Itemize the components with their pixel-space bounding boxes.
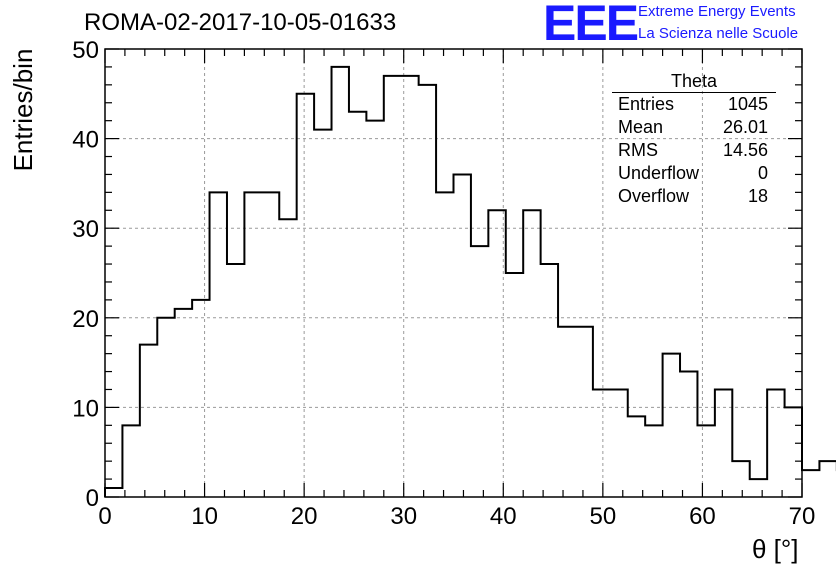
chart-title: ROMA-02-2017-10-05-01633 xyxy=(84,9,397,36)
histogram-outline xyxy=(104,65,836,497)
x-tick-label: 70 xyxy=(789,503,816,530)
x-tick-label: 50 xyxy=(590,503,617,530)
histogram-bin xyxy=(349,112,366,497)
histogram-bin xyxy=(419,85,436,497)
histogram-bin xyxy=(523,210,540,497)
histogram-bin xyxy=(541,264,558,497)
stats-row-entries: Entries 1045 xyxy=(612,93,776,116)
histogram-bin xyxy=(157,318,174,497)
logo-line-2: La Scienza nelle Scuole xyxy=(638,25,799,42)
histogram-bin xyxy=(471,246,488,497)
stats-row-mean: Mean 26.01 xyxy=(612,116,776,139)
stats-value: 0 xyxy=(757,163,768,183)
plot-border xyxy=(104,48,803,498)
tick-labels: 0 10 20 30 40 50 60 70 0 10 20 30 40 50 xyxy=(72,37,815,530)
y-tick-label: 50 xyxy=(72,37,99,64)
plot-frame xyxy=(104,48,803,498)
histogram-bin xyxy=(610,389,627,497)
histogram-bin xyxy=(767,389,784,497)
stats-row-rms: RMS 14.56 xyxy=(612,139,776,162)
y-tick-label: 40 xyxy=(72,127,99,154)
stats-label: RMS xyxy=(618,140,658,160)
histogram-bin xyxy=(506,273,523,497)
stats-row-overflow: Overflow 18 xyxy=(612,185,776,208)
histogram-bin xyxy=(262,192,279,497)
histogram-bin xyxy=(279,219,296,497)
histogram-bin xyxy=(384,76,401,497)
grid-lines xyxy=(105,49,802,497)
stats-box: Theta Entries 1045 Mean 26.01 RMS 14.56 … xyxy=(612,71,776,208)
stats-label: Mean xyxy=(618,117,664,137)
histogram-bin xyxy=(401,76,418,497)
x-tick-label: 60 xyxy=(689,503,716,530)
histogram-bin xyxy=(645,425,662,497)
histogram-bin xyxy=(192,300,209,497)
histogram-bin xyxy=(715,389,732,497)
histogram-bin xyxy=(750,479,767,497)
histogram-bin xyxy=(488,210,505,497)
x-tick-label: 40 xyxy=(490,503,517,530)
stats-row-underflow: Underflow 0 xyxy=(612,162,776,185)
x-tick-label: 10 xyxy=(191,503,218,530)
stats-label: Underflow xyxy=(618,163,700,183)
y-tick-label: 10 xyxy=(72,395,99,422)
logo-line-1: Extreme Energy Events xyxy=(638,3,796,20)
x-tick-label: 20 xyxy=(291,503,318,530)
histogram-bin xyxy=(663,354,680,497)
histogram-bin xyxy=(819,461,836,497)
x-axis-label: θ [°] xyxy=(752,534,799,564)
x-tick-label: 0 xyxy=(98,503,111,530)
histogram-bin xyxy=(244,192,261,497)
histogram-bin xyxy=(175,309,192,497)
y-tick-label: 30 xyxy=(72,216,99,243)
stats-title: Theta xyxy=(612,71,776,93)
histogram-bin xyxy=(575,327,592,497)
axis-ticks xyxy=(104,48,803,498)
stats-label: Entries xyxy=(618,94,675,114)
histogram-bin xyxy=(210,192,227,497)
histogram-bin xyxy=(628,416,645,497)
histogram-bin xyxy=(732,461,749,497)
x-tick-label: 30 xyxy=(390,503,417,530)
histogram-bin xyxy=(314,130,331,497)
histogram-bin xyxy=(436,192,453,497)
histogram-bin xyxy=(697,425,714,497)
histogram-bin xyxy=(227,264,244,497)
histogram-bin xyxy=(140,345,157,497)
stats-value: 14.56 xyxy=(722,140,768,160)
histogram-bin xyxy=(558,327,575,497)
stats-value: 26.01 xyxy=(722,117,768,137)
histogram-bin xyxy=(593,389,610,497)
eee-logo: EEE xyxy=(543,0,639,51)
y-tick-label: 0 xyxy=(86,485,99,512)
histogram-bin xyxy=(454,174,471,497)
y-axis-label: Entries/bin xyxy=(8,48,38,172)
histogram-bin xyxy=(332,67,349,497)
histogram-bin xyxy=(122,425,139,497)
stats-label: Overflow xyxy=(618,186,690,206)
histogram-bin xyxy=(366,121,383,497)
histogram-bin xyxy=(297,94,314,497)
stats-value: 18 xyxy=(747,186,768,206)
stats-value: 1045 xyxy=(727,94,768,114)
histogram-bin xyxy=(802,470,819,497)
histogram-bin xyxy=(785,407,802,497)
histogram-bin xyxy=(680,372,697,497)
histogram-bin xyxy=(105,488,122,497)
y-tick-label: 20 xyxy=(72,306,99,333)
